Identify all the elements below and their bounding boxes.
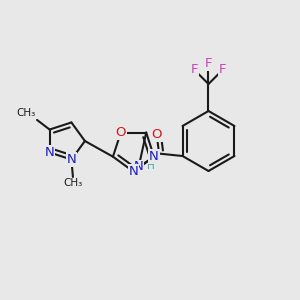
Text: CH₃: CH₃ [63,178,82,188]
Text: H: H [147,161,155,171]
Text: N: N [129,165,138,178]
Text: F: F [219,63,227,76]
Text: F: F [205,57,212,70]
Text: N: N [134,160,144,173]
Text: O: O [116,126,126,139]
Text: N: N [149,150,159,163]
Text: CH₃: CH₃ [16,108,36,118]
Text: F: F [190,63,198,76]
Text: N: N [45,146,55,159]
Text: O: O [152,128,162,142]
Text: N: N [67,153,76,166]
